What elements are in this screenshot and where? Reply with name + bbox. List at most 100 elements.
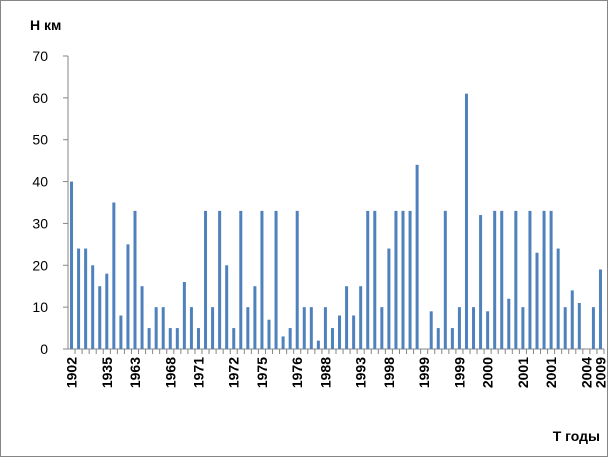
bar (189, 307, 193, 349)
x-tick-label: 2004 (578, 357, 594, 388)
bar (479, 215, 483, 349)
y-tick-label: 20 (32, 257, 48, 273)
bar (161, 307, 165, 349)
y-tick-label: 0 (40, 341, 48, 357)
x-tick-label: 1976 (289, 357, 305, 388)
bar (443, 210, 447, 349)
bar (408, 210, 412, 349)
bar (274, 210, 278, 349)
bar (570, 290, 574, 349)
bar (84, 248, 88, 349)
bar (577, 302, 581, 349)
bar (105, 273, 109, 349)
x-tick-label: 2001 (515, 357, 531, 388)
bar (345, 286, 349, 349)
bar (323, 307, 327, 349)
bar (204, 210, 208, 349)
bar (528, 210, 532, 349)
x-tick-label: 1963 (127, 357, 143, 388)
bar (246, 307, 250, 349)
bar (316, 340, 320, 349)
bar (232, 328, 236, 349)
bar (253, 286, 257, 349)
bar (464, 93, 468, 350)
bar (429, 311, 433, 349)
bar (154, 307, 158, 349)
x-tick-label: 1993 (353, 357, 369, 388)
bar (126, 244, 130, 349)
bar (591, 307, 595, 349)
x-tick-label: 1935 (99, 357, 115, 388)
y-tick-label: 30 (32, 215, 48, 231)
bar (288, 328, 292, 349)
x-tick-label: 2000 (480, 357, 496, 388)
y-tick-label: 10 (32, 299, 48, 315)
bar (281, 336, 285, 349)
bar (309, 307, 313, 349)
bar (486, 311, 490, 349)
bar (225, 265, 229, 349)
bar (514, 210, 518, 349)
bar (239, 210, 243, 349)
bar (401, 210, 405, 349)
bar (338, 315, 342, 349)
bar (147, 328, 151, 349)
y-tick-label: 60 (32, 90, 48, 106)
bar (302, 307, 306, 349)
bar (211, 307, 215, 349)
x-tick-label: 1971 (190, 357, 206, 388)
bar (380, 307, 384, 349)
bar (598, 269, 602, 349)
bar (535, 252, 539, 349)
bar (500, 210, 504, 349)
bar (295, 210, 299, 349)
x-axis-title: Т годы (553, 428, 600, 444)
bar (70, 181, 74, 349)
bar (415, 164, 419, 349)
bar (91, 265, 95, 349)
bar (394, 210, 398, 349)
bar (563, 307, 567, 349)
bar (182, 282, 186, 349)
bar (175, 328, 179, 349)
y-tick-label: 50 (32, 132, 48, 148)
x-tick-label: 2001 (543, 357, 559, 388)
bar (373, 210, 377, 349)
x-tick-label: 1972 (226, 357, 242, 388)
bar (133, 210, 137, 349)
bar (140, 286, 144, 349)
y-axis-title: Н км (30, 17, 61, 33)
x-tick-label: 1988 (317, 357, 333, 388)
bar (112, 202, 116, 349)
bar (493, 210, 497, 349)
bar (260, 210, 264, 349)
bar (168, 328, 172, 349)
bar (267, 319, 271, 349)
bar (352, 315, 356, 349)
x-tick-label: 1975 (254, 357, 270, 388)
bar (436, 328, 440, 349)
bar (119, 315, 123, 349)
bar (542, 210, 546, 349)
bar (549, 210, 553, 349)
bar (359, 286, 363, 349)
bar (450, 328, 454, 349)
x-tick-label: 1968 (162, 357, 178, 388)
bar (218, 210, 222, 349)
bar (387, 248, 391, 349)
bar (556, 248, 560, 349)
bar (507, 298, 511, 349)
y-tick-label: 40 (32, 174, 48, 190)
x-tick-label: 1998 (381, 357, 397, 388)
bar (521, 307, 525, 349)
bar (457, 307, 461, 349)
bar (330, 328, 334, 349)
bar (98, 286, 102, 349)
y-tick-label: 70 (32, 48, 48, 64)
bar (77, 248, 81, 349)
x-tick-label: 2009 (592, 357, 608, 388)
x-tick-label: 1999 (451, 357, 467, 388)
x-tick-label: 1999 (416, 357, 432, 388)
x-tick-label: 1902 (64, 357, 80, 388)
